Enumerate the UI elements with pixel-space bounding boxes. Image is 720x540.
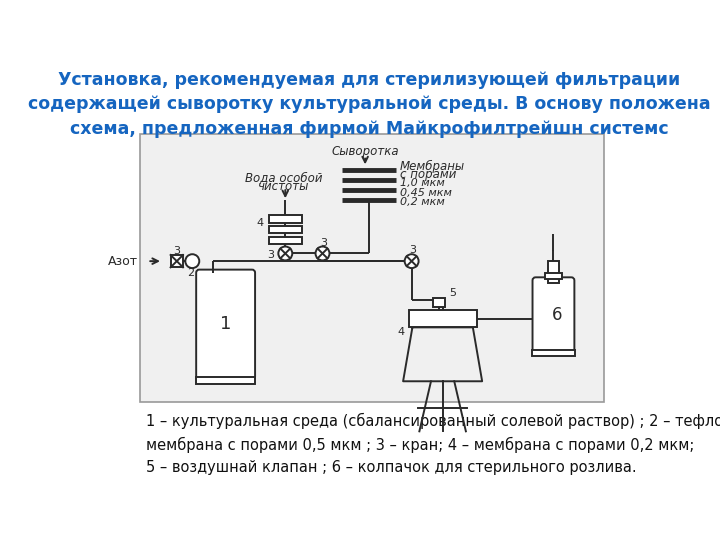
Circle shape xyxy=(185,254,199,268)
Text: 1: 1 xyxy=(220,315,231,333)
Bar xyxy=(532,350,575,356)
Text: 3: 3 xyxy=(410,245,417,255)
Bar xyxy=(433,298,445,307)
Text: 4: 4 xyxy=(256,218,264,228)
Text: 5: 5 xyxy=(449,288,456,299)
Text: 6: 6 xyxy=(552,306,562,324)
Text: 4: 4 xyxy=(397,327,405,337)
FancyBboxPatch shape xyxy=(533,278,575,353)
Text: 3: 3 xyxy=(320,238,328,248)
Text: 3: 3 xyxy=(174,246,180,256)
Text: 1 – культуральная среда (сбалансированный солевой раствор) ; 2 – тефлоновая
мемб: 1 – культуральная среда (сбалансированны… xyxy=(145,413,720,475)
Text: Сыворотка: Сыворотка xyxy=(331,145,399,158)
Text: чистоты: чистоты xyxy=(258,180,310,193)
FancyBboxPatch shape xyxy=(196,269,255,380)
Text: с порами: с порами xyxy=(400,167,456,181)
Text: Установка, рекомендуемая для стерилизующей фильтрации
содержащей сыворотку культ: Установка, рекомендуемая для стерилизующ… xyxy=(27,71,711,138)
Bar xyxy=(269,226,302,233)
Bar xyxy=(269,215,302,222)
Circle shape xyxy=(279,247,292,260)
Bar xyxy=(408,310,477,327)
Text: 0,45 мкм: 0,45 мкм xyxy=(400,187,452,198)
Text: Азот: Азот xyxy=(108,255,138,268)
Circle shape xyxy=(315,247,330,260)
Text: 0,2 мкм: 0,2 мкм xyxy=(400,197,445,207)
Bar xyxy=(171,255,183,267)
Bar xyxy=(269,237,302,244)
Circle shape xyxy=(405,254,418,268)
Bar xyxy=(548,261,559,283)
Text: 1,0 мкм: 1,0 мкм xyxy=(400,178,445,188)
Bar xyxy=(140,134,604,402)
Bar xyxy=(196,377,255,384)
Text: Мембраны: Мембраны xyxy=(400,160,465,173)
Text: 3: 3 xyxy=(267,250,274,260)
Text: Вода особой: Вода особой xyxy=(245,172,323,185)
Text: 2: 2 xyxy=(187,268,194,278)
Bar xyxy=(545,273,562,279)
